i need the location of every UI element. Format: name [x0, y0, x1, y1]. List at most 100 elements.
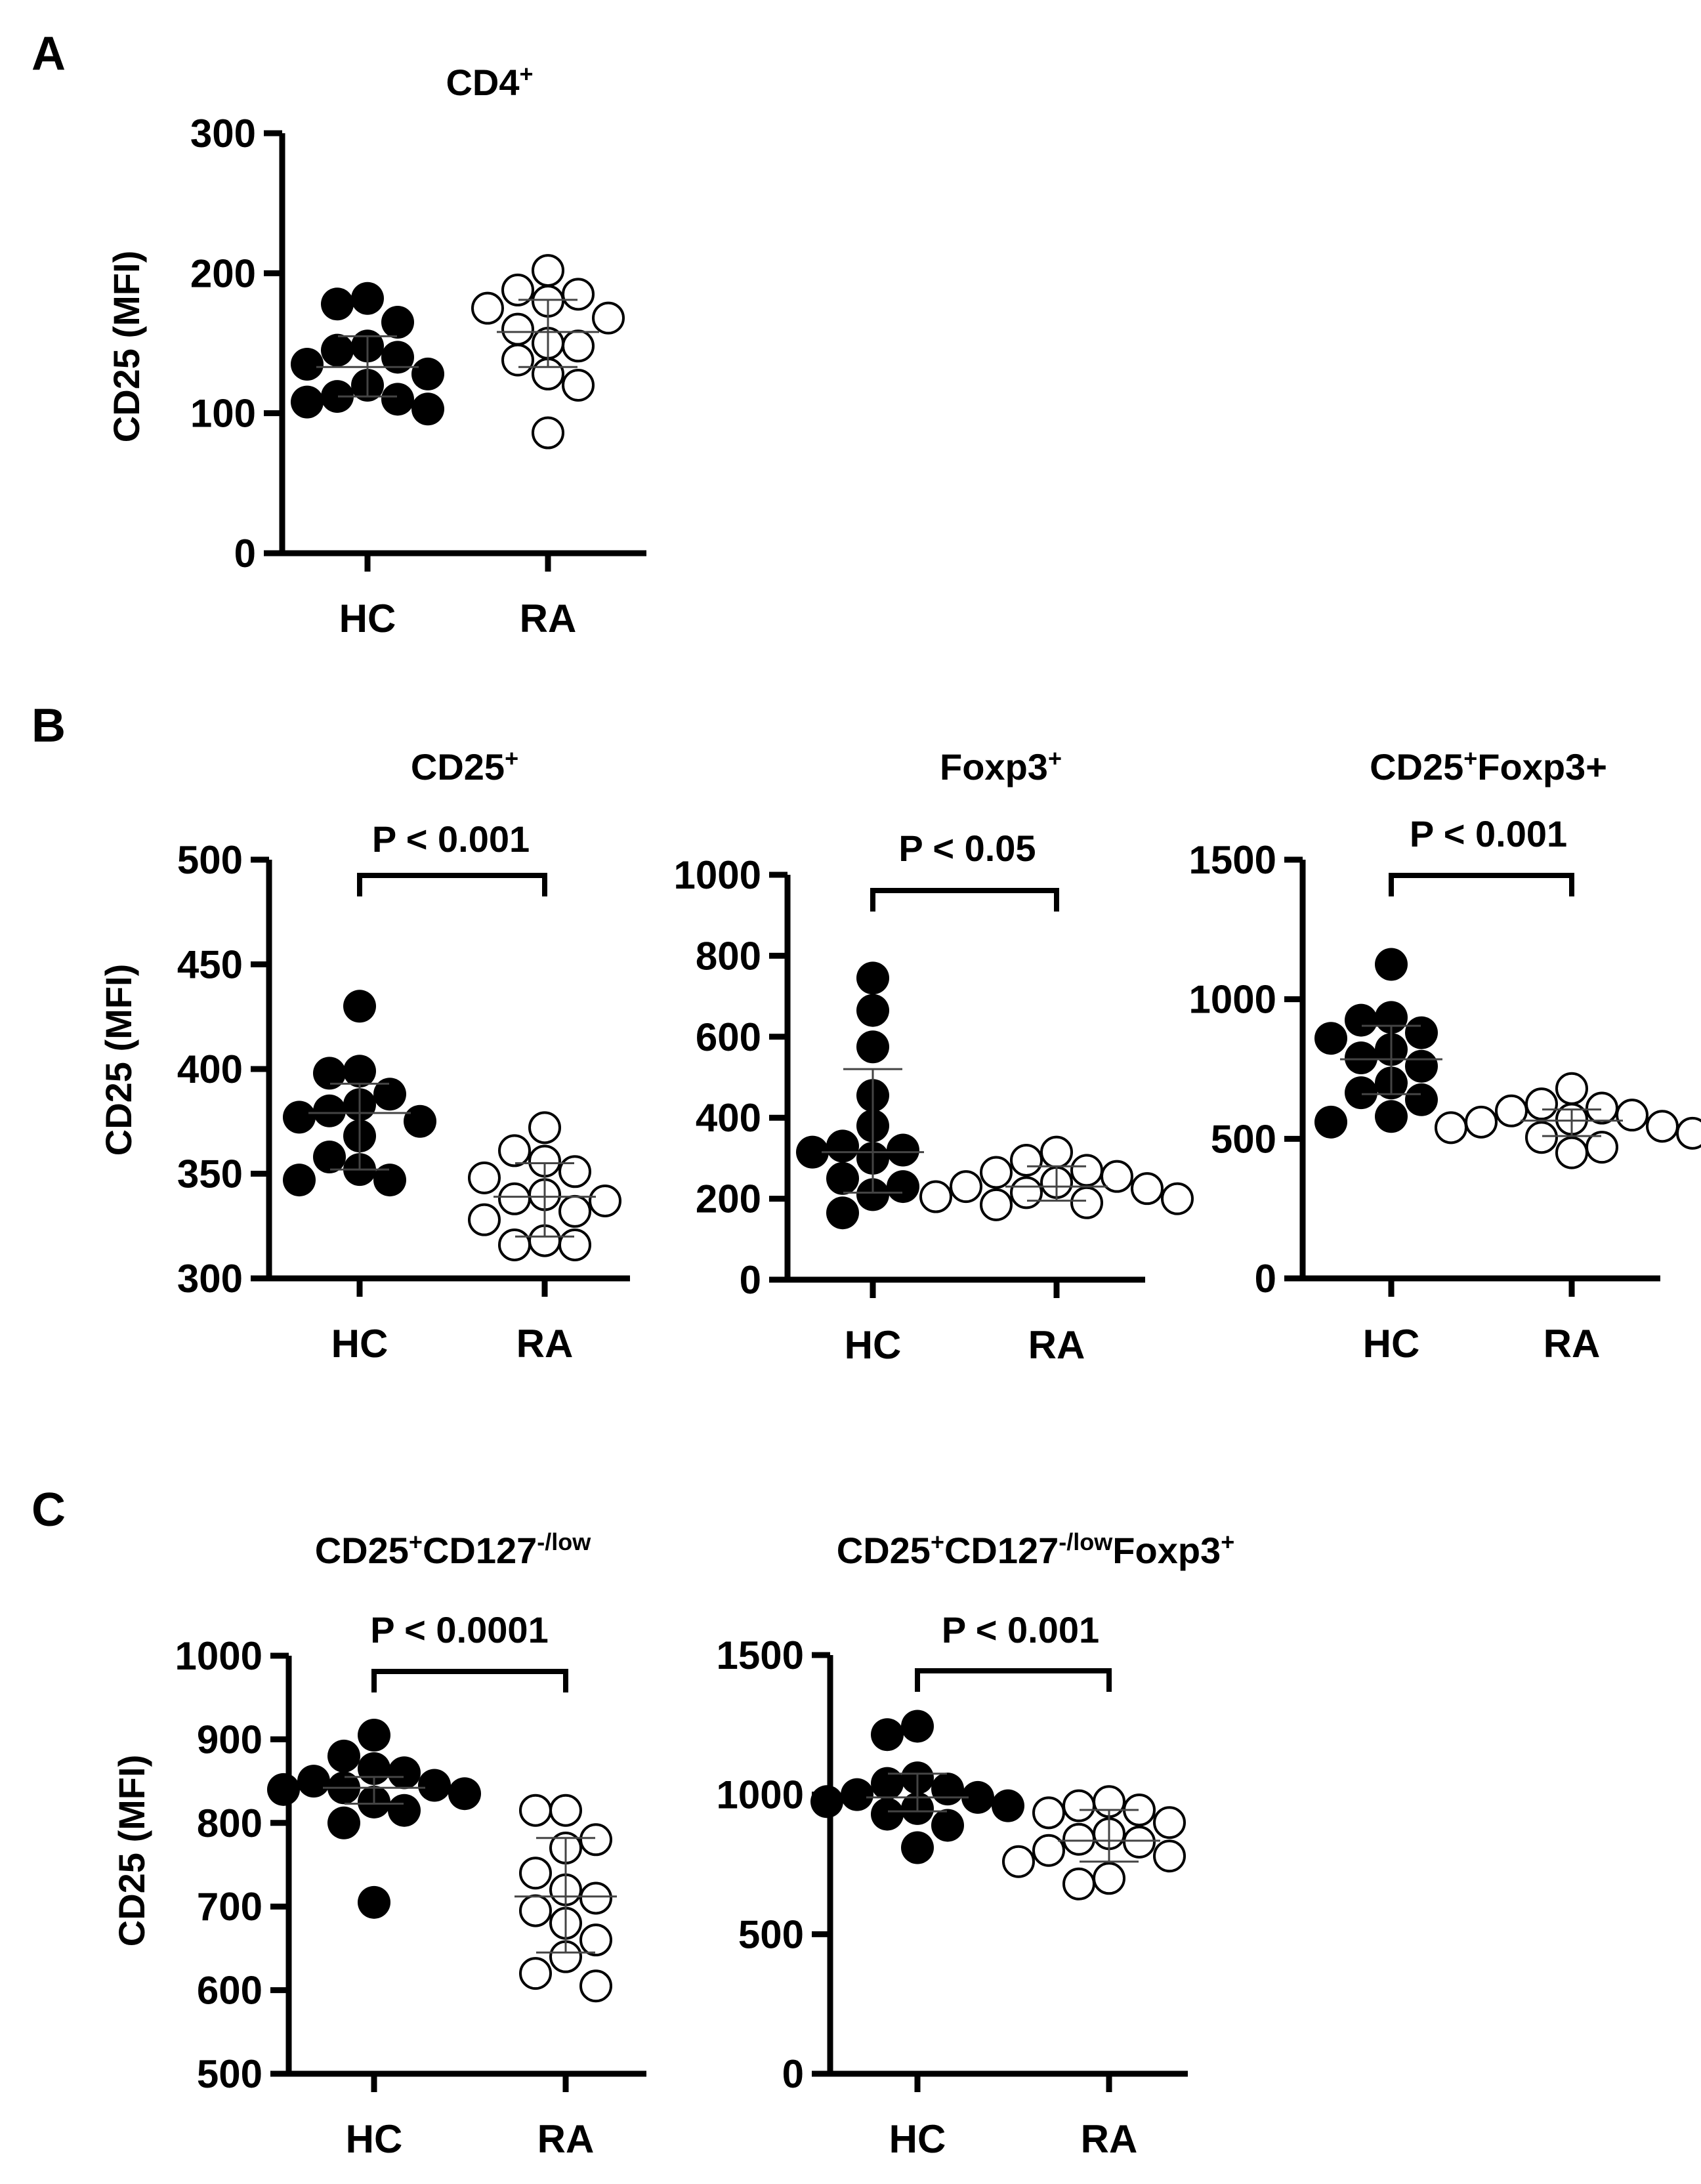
hc-data-point: [1345, 1076, 1377, 1110]
ra-data-point: [562, 278, 595, 311]
chart-b2: Foxp3+ P < 0.05 0 200 400 600 800 1000 HC RA: [674, 745, 1194, 1367]
ra-data-point: [549, 1794, 582, 1827]
ra-data-point: [579, 1969, 612, 2003]
hc-data-point: [411, 392, 444, 426]
hc-data-point: [931, 1773, 964, 1806]
ra-data-point: [519, 1857, 552, 1890]
hc-data-point: [1314, 1022, 1347, 1055]
y-tick-label: 1000: [1189, 978, 1276, 1022]
y-tick-label: 1500: [1189, 838, 1276, 882]
ra-data-point: [1555, 1072, 1588, 1105]
hc-data-point: [313, 1140, 346, 1173]
ra-data-point: [1435, 1111, 1467, 1144]
ra-data-point: [1153, 1806, 1186, 1839]
hc-data-point: [381, 383, 414, 416]
y-tick-label: 400: [177, 1047, 243, 1091]
hc-data-point: [887, 1133, 919, 1167]
y-tick-label: 500: [197, 2052, 262, 2096]
y-tick-label: 0: [234, 532, 256, 576]
ra-data-point: [1070, 1186, 1103, 1219]
y-tick-label: 450: [177, 943, 243, 987]
y-tick-label: 500: [1211, 1117, 1276, 1161]
ra-data-point: [471, 291, 504, 325]
ra-data-point: [1101, 1160, 1133, 1193]
hc-data-point: [1314, 1105, 1347, 1139]
x-category-label: RA: [1544, 1322, 1601, 1366]
y-tick-label: 800: [197, 1801, 262, 1845]
chart-b1-pvalue: P < 0.001: [372, 818, 530, 860]
ra-data-point: [980, 1188, 1013, 1221]
y-tick-label: 350: [177, 1152, 243, 1196]
ra-data-point: [558, 1194, 591, 1228]
ra-data-point: [558, 1155, 591, 1188]
y-tick-label: 600: [696, 1015, 761, 1059]
hc-data-point: [901, 1710, 934, 1743]
ra-data-point: [1032, 1796, 1065, 1830]
ra-data-point: [1525, 1087, 1558, 1121]
ra-data-point: [528, 1111, 561, 1144]
chart-b3-title: CD25+Foxp3+: [1370, 745, 1607, 788]
ra-data-point: [1555, 1136, 1588, 1169]
ra-data-point: [519, 1794, 552, 1827]
ra-data-point: [950, 1170, 982, 1204]
ra-data-point: [1062, 1867, 1095, 1900]
hc-data-point: [871, 1718, 904, 1752]
hc-data-point: [321, 287, 354, 321]
chart-c2-title: CD25+CD127-/lowFoxp3+: [837, 1528, 1234, 1571]
hc-data-point: [373, 1078, 406, 1111]
chart-b1: CD25+ CD25 (MFI) P < 0.001 300 350 400 450 5…: [98, 745, 630, 1366]
x-category-label: HC: [845, 1323, 902, 1367]
ra-data-point: [579, 1881, 612, 1915]
hc-data-point: [796, 1135, 829, 1169]
hc-data-point: [327, 1806, 360, 1839]
ra-data-point: [592, 301, 625, 335]
y-tick-label: 0: [1255, 1257, 1276, 1301]
hc-data-point: [373, 1164, 406, 1197]
chart-c1-title: CD25+CD127-/low: [315, 1528, 592, 1571]
hc-data-point: [856, 1178, 889, 1211]
ra-data-point: [468, 1161, 501, 1194]
hc-data-point: [856, 994, 889, 1027]
ra-data-point: [1070, 1154, 1103, 1187]
ra-data-point: [1123, 1825, 1156, 1858]
chart-b3-plot: 0 500 1000 1500 HC RA: [1189, 838, 1701, 1366]
ra-data-point: [501, 343, 534, 377]
y-tick-label: 100: [190, 392, 256, 436]
y-tick-label: 0: [782, 2052, 804, 2096]
hc-data-point: [1345, 1041, 1377, 1074]
y-tick-label: 700: [197, 1885, 262, 1929]
hc-data-point: [856, 1030, 889, 1064]
chart-a-ylabel: CD25 (MFI): [106, 251, 147, 442]
y-tick-label: 1000: [717, 1773, 804, 1817]
chart-b2-pvalue: P < 0.05: [898, 828, 1036, 869]
ra-data-point: [1131, 1172, 1164, 1206]
y-tick-label: 400: [696, 1096, 761, 1140]
ra-data-point: [558, 1228, 591, 1261]
hc-data-point: [418, 1769, 451, 1802]
ra-data-point: [589, 1184, 621, 1217]
hc-data-point: [901, 1831, 934, 1864]
hc-data-point: [321, 380, 354, 413]
ra-data-point: [1495, 1094, 1528, 1127]
chart-c1-plot: 500 600 700 800 900 1000 HC RA: [175, 1634, 646, 2161]
ra-data-point: [579, 1923, 612, 1957]
hc-data-point: [856, 961, 889, 995]
y-tick-label: 900: [197, 1717, 262, 1761]
ra-data-point: [1616, 1099, 1648, 1132]
ra-data-point: [501, 273, 534, 306]
hc-data-point: [841, 1778, 873, 1811]
y-tick-label: 200: [696, 1177, 761, 1221]
hc-data-point: [992, 1789, 1024, 1822]
ra-data-point: [519, 1957, 552, 1990]
panel-label-b: B: [32, 700, 66, 752]
chart-c2: CD25+CD127-/lowFoxp3+ P < 0.001 0 500 1000…: [717, 1528, 1235, 2161]
hc-data-point: [291, 385, 324, 419]
ra-data-point: [1062, 1822, 1095, 1856]
x-category-label: RA: [1028, 1323, 1085, 1367]
hc-data-point: [826, 1129, 859, 1163]
ra-data-point: [980, 1156, 1013, 1189]
hc-data-point: [297, 1765, 330, 1798]
ra-data-point: [1676, 1116, 1701, 1150]
hc-data-point: [1375, 948, 1408, 981]
hc-data-point: [871, 1797, 904, 1831]
